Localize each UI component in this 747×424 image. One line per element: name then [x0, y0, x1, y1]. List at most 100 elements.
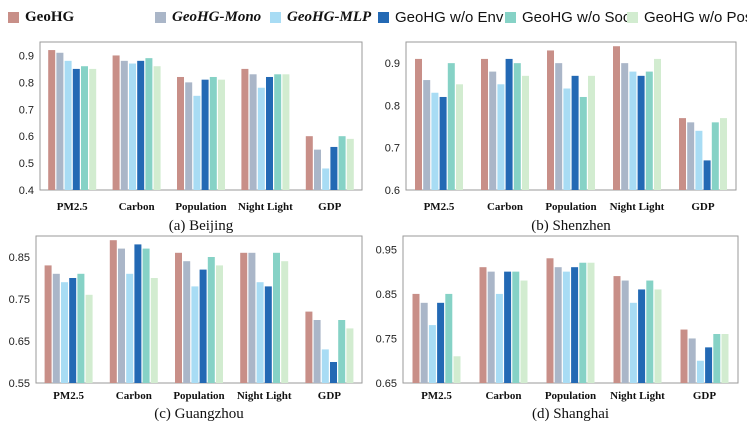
bar-geohg-w-o-env-carbon — [504, 271, 512, 383]
y-tick-label: 0.8 — [19, 77, 34, 89]
legend-label: GeoHG-MLP — [287, 8, 372, 25]
y-tick-label: 0.65 — [376, 378, 397, 390]
bar-geohg-pm2-5 — [412, 293, 420, 383]
bar-geohg-w-o-env-population — [571, 75, 579, 190]
legend-item-geohg-mono: GeoHG-Mono — [155, 8, 261, 26]
bar-geohg-population — [546, 258, 554, 383]
bar-geohg-carbon — [112, 55, 120, 190]
bar-geohg-w-o-pos-night-light — [281, 261, 289, 383]
plot-frame — [402, 235, 739, 384]
bar-geohg-night-light — [241, 68, 249, 190]
bar-geohg-mono-population — [555, 63, 563, 191]
x-tick-label: GDP — [693, 390, 717, 402]
y-tick-label: 0.4 — [19, 185, 34, 197]
bar-geohg-mlp-gdp — [322, 168, 330, 190]
plot-frame — [405, 41, 737, 191]
x-tick-label: Night Light — [237, 390, 292, 402]
x-tick-label: Carbon — [116, 390, 152, 402]
y-tick-label: 0.9 — [19, 50, 34, 62]
bar-geohg-mono-population — [183, 261, 191, 383]
bar-geohg-gdp — [679, 118, 686, 190]
bar-geohg-w-o-env-pm2-5 — [69, 278, 77, 383]
bar-geohg-w-o-pos-gdp — [720, 118, 727, 190]
bar-geohg-mlp-pm2-5 — [428, 325, 436, 383]
bar-geohg-w-o-env-gdp — [703, 160, 711, 190]
x-tick-label: Carbon — [487, 201, 523, 213]
chart-caption: (b) Shenzhen — [531, 218, 611, 234]
legend: GeoHG GeoHG-Mono GeoHG-MLP GeoHG w/o Env… — [0, 0, 747, 34]
chart-shanghai: 0.65 0.75 0.85 0.95 PM2.5 Carbon Population Nig… — [376, 235, 739, 422]
x-tick-label: Population — [173, 390, 224, 402]
y-tick-label: 0.55 — [9, 378, 30, 390]
y-tick-label: 0.8 — [385, 100, 400, 112]
x-tick-label: Population — [545, 201, 596, 213]
bar-geohg-mlp-gdp — [696, 360, 704, 383]
bar-geohg-w-o-env-gdp — [705, 347, 713, 383]
y-tick-label: 0.75 — [9, 294, 30, 306]
bar-geohg-w-o-pos-night-light — [282, 74, 290, 190]
legend-item-wo-pos: GeoHG w/o Pos — [627, 8, 747, 26]
bar-geohg-pm2-5 — [48, 50, 56, 191]
chart-guangzhou: 0.55 0.65 0.75 0.85 PM2.5 Carbon Population Nig… — [9, 235, 363, 422]
y-tick-label: 0.6 — [19, 131, 34, 143]
bar-geohg-w-o-env-pm2-5 — [439, 96, 447, 190]
y-tick-label: 0.85 — [9, 252, 30, 264]
x-tick-label: Night Light — [610, 201, 665, 213]
bar-geohg-w-o-soc-pm2-5 — [445, 293, 453, 383]
bar-geohg-mlp-population — [191, 286, 199, 383]
legend-swatch — [378, 11, 389, 23]
bar-geohg-w-o-env-night-light — [266, 76, 273, 190]
bar-geohg-pm2-5 — [415, 58, 422, 191]
bar-geohg-w-o-pos-gdp — [346, 328, 354, 383]
x-tick-label: Carbon — [119, 201, 155, 213]
bar-geohg-population — [175, 252, 182, 383]
legend-label: GeoHG w/o Soc — [522, 8, 631, 26]
bar-geohg-mono-carbon — [487, 271, 495, 383]
bar-geohg-w-o-env-pm2-5 — [437, 302, 445, 383]
legend-item-wo-soc: GeoHG w/o Soc — [505, 8, 630, 26]
bar-geohg-mlp-carbon — [129, 63, 136, 190]
bar-geohg-w-o-soc-night-light — [646, 280, 654, 383]
bar-geohg-w-o-soc-population — [579, 96, 587, 190]
bar-geohg-w-o-env-carbon — [134, 244, 142, 383]
legend-swatch — [505, 11, 516, 23]
bar-geohg-gdp — [305, 136, 313, 190]
bar-geohg-w-o-soc-carbon — [142, 248, 150, 383]
x-tick-label: PM2.5 — [424, 201, 455, 213]
x-tick-label: GDP — [318, 390, 342, 402]
bar-geohg-mono-night-light — [621, 63, 629, 191]
legend-swatch — [627, 11, 638, 23]
bar-geohg-mono-night-light — [621, 280, 629, 383]
y-tick-label: 0.6 — [385, 185, 400, 197]
bar-geohg-w-o-soc-gdp — [338, 320, 346, 383]
bar-geohg-mono-gdp — [687, 122, 695, 190]
bar-geohg-mlp-night-light — [629, 302, 637, 383]
x-tick-label: Night Light — [238, 201, 293, 213]
bar-geohg-w-o-pos-night-light — [654, 289, 662, 383]
bar-geohg-w-o-env-gdp — [330, 146, 338, 190]
bar-geohg-mono-pm2-5 — [52, 273, 60, 383]
bar-geohg-w-o-pos-pm2-5 — [456, 84, 463, 190]
bar-geohg-mono-night-light — [248, 252, 256, 383]
bar-geohg-night-light — [613, 46, 620, 190]
bar-geohg-w-o-env-population — [201, 79, 209, 190]
x-tick-label: Population — [545, 390, 596, 402]
bar-geohg-w-o-env-carbon — [505, 58, 513, 191]
bar-geohg-mlp-gdp — [321, 349, 329, 383]
bar-geohg-w-o-pos-pm2-5 — [89, 68, 97, 190]
bar-geohg-w-o-pos-population — [588, 75, 595, 190]
bar-geohg-w-o-soc-pm2-5 — [81, 66, 88, 190]
bar-geohg-w-o-pos-population — [218, 79, 225, 190]
bar-geohg-pm2-5 — [44, 265, 52, 383]
y-tick-label: 0.5 — [19, 158, 34, 170]
bar-geohg-mono-gdp — [313, 320, 321, 383]
legend-label: GeoHG-Mono — [172, 8, 262, 25]
chart-caption: (c) Guangzhou — [154, 406, 244, 422]
bar-geohg-mlp-population — [562, 271, 570, 383]
bar-geohg-mono-night-light — [249, 74, 257, 190]
bar-geohg-w-o-pos-carbon — [150, 278, 158, 383]
bar-geohg-mono-gdp — [314, 149, 321, 190]
bar-geohg-carbon — [479, 267, 487, 383]
bar-geohg-night-light — [613, 276, 621, 383]
bar-geohg-mlp-night-light — [256, 282, 264, 383]
